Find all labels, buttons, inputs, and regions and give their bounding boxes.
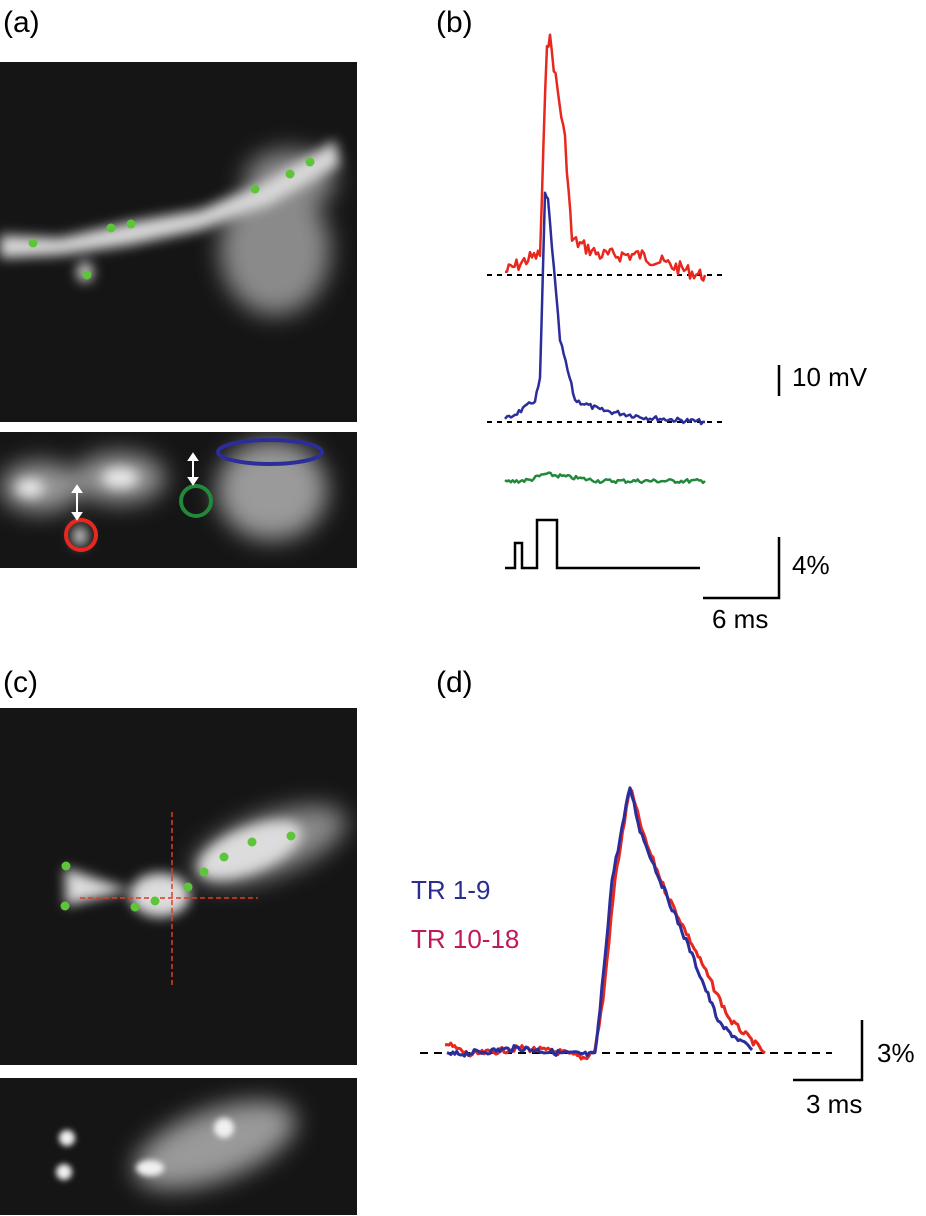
scale-label: 3 ms bbox=[806, 1089, 862, 1119]
trace bbox=[504, 191, 706, 426]
micrograph bbox=[0, 62, 357, 422]
panel-label: (a) bbox=[3, 6, 40, 39]
scale-label: 4% bbox=[792, 550, 830, 580]
scale-bar bbox=[703, 365, 781, 600]
trace bbox=[444, 787, 766, 1061]
trace bbox=[504, 33, 707, 282]
stimulus-trace bbox=[505, 518, 700, 570]
baseline bbox=[487, 274, 722, 423]
micrograph bbox=[0, 432, 357, 568]
panel-label: (d) bbox=[436, 666, 473, 699]
micrograph bbox=[0, 1078, 357, 1215]
scale-label: 10 mV bbox=[792, 362, 868, 392]
trace bbox=[446, 786, 754, 1058]
micrograph bbox=[0, 708, 357, 1065]
panel-label: (c) bbox=[3, 666, 38, 699]
trace bbox=[504, 471, 706, 485]
panel-label: (b) bbox=[436, 6, 473, 39]
scale-bar bbox=[793, 1020, 864, 1082]
legend-entry: TR 1-9 bbox=[411, 875, 490, 905]
legend-entry: TR 10-18 bbox=[411, 924, 519, 954]
scale-label: 6 ms bbox=[712, 604, 768, 634]
traces bbox=[444, 33, 766, 1061]
scale-label: 3% bbox=[877, 1038, 915, 1068]
